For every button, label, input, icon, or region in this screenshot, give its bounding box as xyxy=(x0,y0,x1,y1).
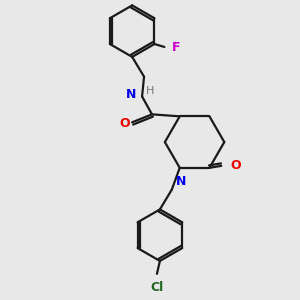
Text: F: F xyxy=(172,41,181,55)
Text: O: O xyxy=(230,159,241,172)
Text: Cl: Cl xyxy=(150,281,164,294)
Text: N: N xyxy=(176,175,186,188)
Text: N: N xyxy=(126,88,136,101)
Text: O: O xyxy=(119,117,130,130)
Text: H: H xyxy=(146,85,154,96)
